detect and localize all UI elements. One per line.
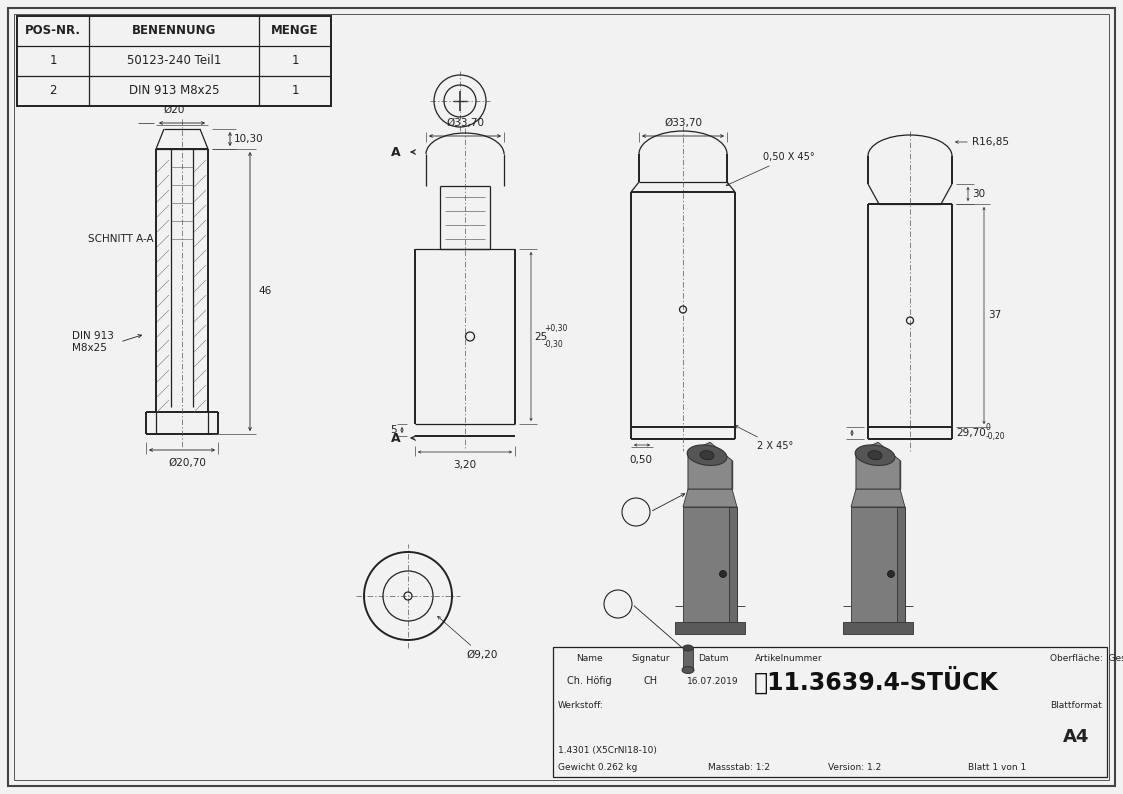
Text: Massstab: 1:2: Massstab: 1:2 <box>707 764 770 773</box>
Text: 5: 5 <box>391 425 398 435</box>
Text: 29,70: 29,70 <box>956 428 986 438</box>
Text: Artikelnummer: Artikelnummer <box>755 654 823 663</box>
Text: 16.07.2019: 16.07.2019 <box>687 676 739 685</box>
Text: 1: 1 <box>49 55 57 67</box>
Text: Blattformat: Blattformat <box>1050 701 1102 710</box>
Ellipse shape <box>683 645 693 651</box>
Ellipse shape <box>868 451 882 460</box>
Text: SCHNITT A-A: SCHNITT A-A <box>88 234 154 244</box>
Text: Ø9,20: Ø9,20 <box>438 616 497 660</box>
Text: +0,30: +0,30 <box>544 323 567 333</box>
Text: 30: 30 <box>973 189 985 199</box>
Text: 2: 2 <box>614 599 621 609</box>
Text: MENGE: MENGE <box>272 25 319 37</box>
Text: POS-NR.: POS-NR. <box>25 25 81 37</box>
Text: Ø20: Ø20 <box>163 105 184 115</box>
Text: 46: 46 <box>258 287 272 296</box>
Text: -0,20: -0,20 <box>986 433 1005 441</box>
Polygon shape <box>843 622 913 634</box>
Bar <box>17 16 331 106</box>
Circle shape <box>720 571 727 577</box>
Text: 倅11.3639.4-STÜCK: 倅11.3639.4-STÜCK <box>754 667 998 695</box>
Text: Werkstoff:: Werkstoff: <box>558 701 604 710</box>
Text: 3,20: 3,20 <box>454 460 476 470</box>
Text: 0,50 X 45°: 0,50 X 45° <box>727 152 814 186</box>
Text: 1: 1 <box>291 84 299 98</box>
Text: Ø20,70: Ø20,70 <box>168 458 206 468</box>
Circle shape <box>622 498 650 526</box>
Polygon shape <box>675 622 745 634</box>
Polygon shape <box>729 507 737 622</box>
Text: Ø33,70: Ø33,70 <box>446 118 484 128</box>
Text: Datum: Datum <box>697 654 728 663</box>
Text: 0,50: 0,50 <box>629 455 652 465</box>
Text: M8x25: M8x25 <box>72 343 107 353</box>
Bar <box>553 647 1107 777</box>
Polygon shape <box>851 489 905 507</box>
Text: 2 X 45°: 2 X 45° <box>736 426 793 451</box>
Text: 37: 37 <box>988 310 1002 321</box>
Text: Gewicht 0.262 kg: Gewicht 0.262 kg <box>558 764 638 773</box>
Text: DIN 913: DIN 913 <box>72 331 113 341</box>
Ellipse shape <box>855 445 895 465</box>
Ellipse shape <box>687 445 727 465</box>
Text: BENENNUNG: BENENNUNG <box>131 25 217 37</box>
Polygon shape <box>683 507 737 622</box>
Text: Blatt 1 von 1: Blatt 1 von 1 <box>968 764 1026 773</box>
Text: 1.4301 (X5CrNI18-10): 1.4301 (X5CrNI18-10) <box>558 746 657 756</box>
Text: 0: 0 <box>986 422 990 431</box>
Text: 25: 25 <box>535 332 547 341</box>
Text: 1: 1 <box>632 507 639 517</box>
Ellipse shape <box>700 451 714 460</box>
Text: -0,30: -0,30 <box>544 341 564 349</box>
Polygon shape <box>851 507 905 622</box>
Text: 10,30: 10,30 <box>234 134 264 144</box>
Text: 2: 2 <box>49 84 57 98</box>
Polygon shape <box>688 442 732 489</box>
Text: A: A <box>392 431 401 445</box>
Text: 50123-240 Teil1: 50123-240 Teil1 <box>127 55 221 67</box>
Text: Name: Name <box>576 654 602 663</box>
Polygon shape <box>897 507 905 622</box>
Circle shape <box>604 590 632 618</box>
Text: CH: CH <box>643 676 658 686</box>
Text: DIN 913 M8x25: DIN 913 M8x25 <box>129 84 219 98</box>
Polygon shape <box>856 442 900 489</box>
Text: Signatur: Signatur <box>632 654 670 663</box>
Polygon shape <box>683 489 737 507</box>
Circle shape <box>887 571 895 577</box>
Text: Ch. Höfig: Ch. Höfig <box>567 676 611 686</box>
Ellipse shape <box>682 666 694 673</box>
Text: 1: 1 <box>291 55 299 67</box>
Polygon shape <box>683 648 693 670</box>
Text: A4: A4 <box>1062 727 1089 746</box>
Text: Version: 1.2: Version: 1.2 <box>828 764 882 773</box>
Text: R16,85: R16,85 <box>973 137 1008 147</box>
Text: Ø33,70: Ø33,70 <box>664 118 702 128</box>
Text: Oberfläche:  Geschliffen Korn 240: Oberfläche: Geschliffen Korn 240 <box>1050 654 1123 663</box>
Text: A: A <box>392 145 401 159</box>
